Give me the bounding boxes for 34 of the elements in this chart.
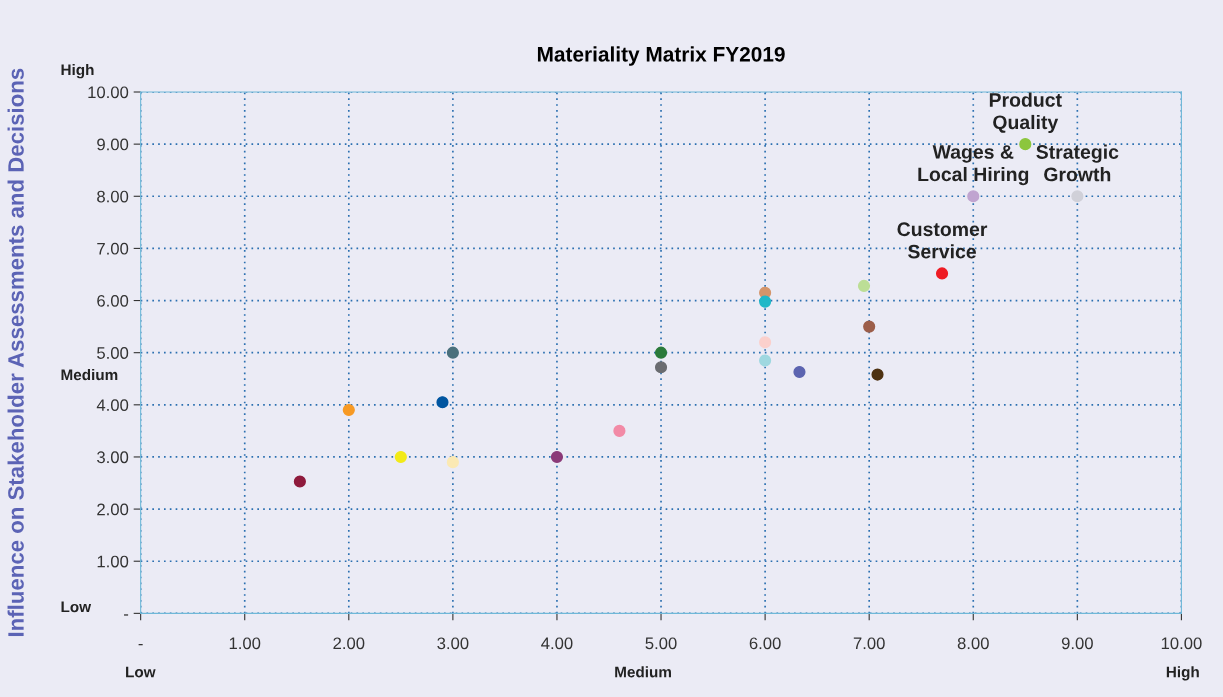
text: High [1166,666,1199,681]
y-tick-label: 5.00 [97,347,129,359]
y-tick-label: - [124,614,129,616]
chart-title: Materiality Matrix FY2019 [537,46,785,66]
annotation: Wages & Local Hiring [918,145,1029,186]
x-tick-label: 7.00 [853,637,885,650]
y-axis-title: Influence on Stakeholder Assessments and Decisions [7,68,24,637]
text: Medium [615,666,671,678]
annotation: Strategic Growth [1036,144,1119,182]
y-tick-label: 2.00 [97,503,129,516]
x-tick-label: 1.00 [229,637,261,650]
y-tick-label: 1.00 [97,555,129,568]
x-tick-label: 10.00 [1161,637,1202,650]
text: Low [126,666,156,678]
y-tick-label: 3.00 [97,451,129,464]
annotation: Customer Service [897,222,988,259]
x-tick-label: 6.00 [749,637,781,650]
x-tick-label: 4.00 [541,637,573,650]
x-tick-label: 8.00 [957,637,989,650]
y-tick-label: 8.00 [97,190,129,203]
x-tick-label: 2.00 [333,637,365,650]
y-tick-label: 10.00 [88,86,129,99]
x-tick-label: - [138,643,143,646]
y-tick-label: 6.00 [97,294,129,307]
x-tick-label: 9.00 [1061,637,1093,650]
text: High [61,64,94,79]
annotation: Product Quality [989,92,1062,134]
y-tick-label: 9.00 [97,138,129,151]
y-tick-label: 4.00 [96,399,129,412]
text: Low [61,601,92,613]
x-tick-label: 3.00 [437,637,469,650]
x-tick-label: 5.00 [645,637,677,650]
text: Medium [61,369,118,381]
y-tick-label: 7.00 [97,242,129,255]
